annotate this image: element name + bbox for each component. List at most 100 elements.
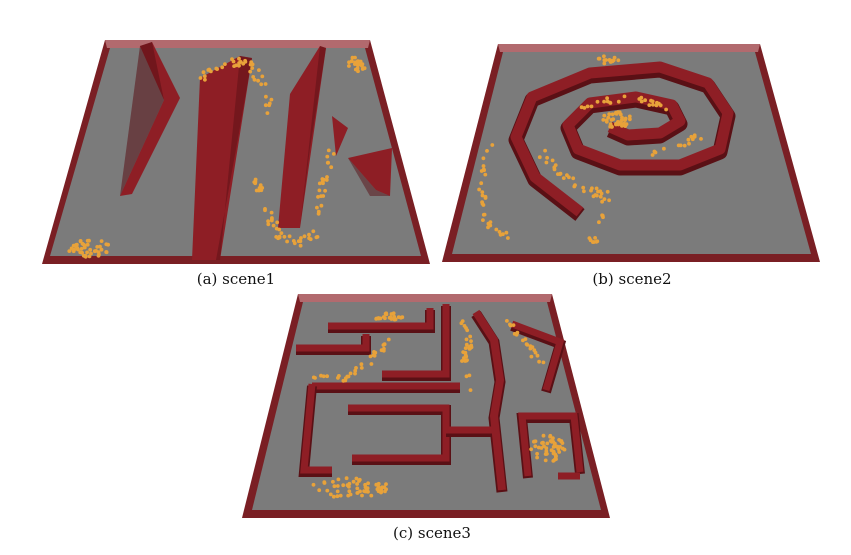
- agent-dot: [72, 247, 76, 252]
- agent-dot: [85, 250, 89, 255]
- agent-dot: [650, 153, 655, 157]
- agent-dot: [501, 232, 505, 237]
- agent-dot: [585, 104, 590, 109]
- agent-dot: [594, 239, 599, 244]
- agent-dot: [374, 316, 379, 321]
- agent-dot: [602, 113, 607, 118]
- agent-dot: [627, 114, 632, 119]
- agent-dot: [572, 184, 577, 189]
- agent-dot: [601, 118, 606, 122]
- scene1-wall-1: [120, 42, 180, 196]
- scene1-agents: [67, 55, 367, 259]
- agent-dot: [521, 338, 525, 343]
- agent-dot: [350, 55, 355, 60]
- agent-dot: [511, 323, 516, 327]
- agent-dot: [324, 178, 329, 182]
- agent-dot: [610, 59, 615, 64]
- agent-dot: [85, 238, 90, 243]
- agent-dot: [360, 64, 364, 68]
- agent-dot: [535, 353, 540, 358]
- agent-dot: [664, 107, 668, 112]
- agent-dot: [616, 99, 621, 104]
- agent-dot: [345, 483, 350, 488]
- scene2-render: [442, 44, 820, 262]
- caption-scene2: (b) scene2: [592, 270, 672, 288]
- scene2-floor: [452, 52, 811, 254]
- agent-dot: [392, 317, 397, 322]
- agent-dot: [468, 334, 473, 339]
- agent-dot: [331, 152, 336, 156]
- agent-dot: [504, 230, 509, 235]
- agent-dot: [98, 244, 102, 249]
- agent-dot: [368, 354, 373, 359]
- agent-dot: [598, 194, 603, 199]
- agent-dot: [682, 143, 687, 148]
- agent-dot: [359, 366, 364, 370]
- agent-dot: [391, 311, 396, 316]
- agent-dot: [687, 141, 691, 146]
- agent-dot: [649, 98, 653, 103]
- scene2-spiral-wall: [508, 61, 736, 221]
- agent-dot: [595, 99, 600, 104]
- agent-dot: [201, 70, 206, 75]
- agent-dot: [533, 444, 538, 449]
- agent-dot: [605, 189, 610, 194]
- agent-dot: [382, 485, 387, 490]
- agent-dot: [460, 319, 465, 323]
- agent-dot: [464, 374, 469, 379]
- caption-scene1: (a) scene1: [196, 270, 276, 288]
- agent-dot: [360, 67, 365, 71]
- agent-dot: [467, 373, 472, 378]
- agent-dot: [83, 254, 88, 259]
- agent-dot: [600, 199, 604, 204]
- agent-dot: [602, 197, 607, 202]
- agent-dot: [369, 493, 374, 498]
- agent-dot: [277, 227, 282, 232]
- agent-dot: [259, 82, 264, 87]
- agent-dot: [338, 493, 343, 498]
- agent-dot: [348, 492, 353, 497]
- agent-dot: [620, 115, 624, 120]
- agent-dot: [544, 160, 549, 165]
- agent-dot: [383, 316, 387, 321]
- agent-dot: [482, 212, 487, 217]
- agent-dot: [622, 94, 627, 99]
- agent-dot: [317, 188, 322, 193]
- agent-dot: [88, 247, 93, 252]
- agent-dot: [79, 246, 84, 251]
- agent-dot: [104, 250, 109, 255]
- agent-dot: [270, 217, 274, 222]
- agent-dot: [257, 68, 261, 72]
- agent-dot: [80, 250, 84, 255]
- agent-dot: [515, 330, 520, 335]
- agent-dot: [604, 58, 608, 62]
- agent-dot: [298, 243, 303, 248]
- agent-dot: [465, 328, 470, 333]
- agent-dot: [248, 62, 253, 67]
- agent-dot: [477, 187, 481, 192]
- agent-dot: [311, 375, 316, 380]
- agent-dot: [369, 362, 374, 366]
- agent-dot: [602, 54, 606, 59]
- agent-dot: [99, 239, 104, 244]
- agent-dot: [652, 149, 657, 154]
- agent-dot: [565, 173, 569, 178]
- agent-dot: [355, 486, 360, 491]
- agent-dot: [92, 249, 97, 254]
- agent-dot: [341, 378, 346, 383]
- agent-dot: [353, 371, 357, 376]
- agent-dot: [95, 245, 100, 249]
- agent-dot: [396, 315, 401, 319]
- agent-dot: [89, 251, 93, 256]
- agent-dot: [616, 58, 621, 63]
- agent-dot: [316, 195, 320, 199]
- agent-dot: [78, 239, 83, 243]
- agent-dot: [533, 350, 538, 355]
- agent-dot: [582, 189, 586, 194]
- agent-dot: [266, 219, 270, 224]
- agent-dot: [593, 236, 597, 240]
- agent-dot: [302, 234, 307, 239]
- agent-dot: [266, 222, 271, 227]
- agent-dot: [336, 477, 341, 482]
- agent-dot: [325, 488, 330, 493]
